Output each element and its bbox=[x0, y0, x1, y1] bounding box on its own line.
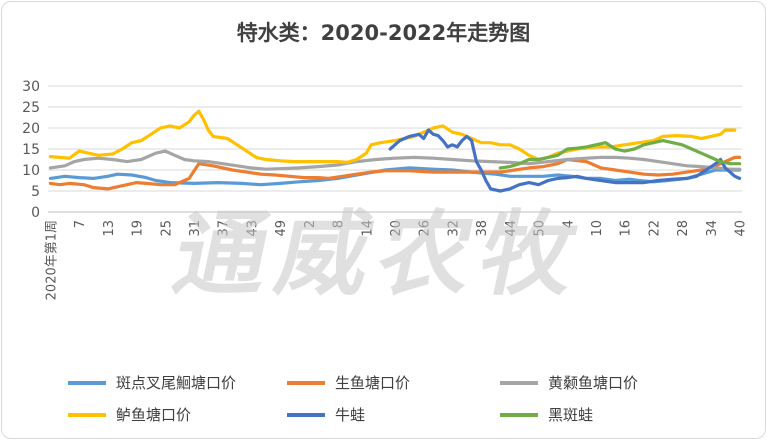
watermark: 通威农牧 bbox=[164, 201, 596, 308]
x-tick-label: 10 bbox=[590, 220, 605, 237]
legend-item: 生鱼塘口价 bbox=[287, 372, 410, 393]
y-tick-label: 0 bbox=[31, 205, 40, 221]
legend-label: 牛蛙 bbox=[335, 406, 366, 424]
series-line bbox=[498, 139, 742, 170]
y-tick-label: 25 bbox=[22, 100, 40, 116]
y-tick-label: 15 bbox=[22, 142, 40, 158]
x-tick-label: 4 bbox=[561, 220, 576, 228]
x-tick-label: 37 bbox=[217, 220, 232, 237]
legend-item: 黄颡鱼塘口价 bbox=[500, 372, 638, 393]
x-tick-label: 28 bbox=[676, 220, 691, 237]
x-tick-label: 44 bbox=[504, 220, 519, 237]
x-tick-label: 7 bbox=[73, 220, 88, 228]
x-tick-label: 32 bbox=[446, 220, 461, 237]
x-tick-label: 8 bbox=[332, 220, 347, 228]
y-tick-label: 20 bbox=[22, 121, 40, 137]
legend-swatch bbox=[287, 380, 325, 385]
x-tick-label: 31 bbox=[188, 220, 203, 237]
legend-item: 牛蛙 bbox=[287, 404, 365, 425]
x-tick-label: 49 bbox=[274, 220, 289, 237]
y-tick-label: 10 bbox=[22, 163, 40, 179]
legend-swatch bbox=[68, 412, 106, 417]
x-tick-label: 50 bbox=[533, 220, 548, 237]
series-line bbox=[48, 149, 742, 171]
series-line bbox=[48, 109, 737, 164]
legend-item: 斑点叉尾鮰塘口价 bbox=[68, 372, 236, 393]
y-tick-label: 30 bbox=[22, 79, 40, 95]
x-tick-label: 34 bbox=[705, 220, 720, 237]
legend-item: 黑斑蛙 bbox=[500, 404, 593, 425]
x-tick-label: 43 bbox=[245, 220, 260, 237]
series-line bbox=[388, 128, 742, 193]
x-tick-label: 14 bbox=[360, 220, 375, 237]
legend-label: 黑斑蛙 bbox=[548, 406, 594, 424]
x-tick-label: 2 bbox=[303, 220, 318, 228]
legend-swatch bbox=[68, 380, 106, 385]
y-tick-label: 5 bbox=[31, 184, 40, 200]
legend-swatch bbox=[500, 412, 538, 417]
series-line bbox=[48, 166, 742, 187]
series-line bbox=[48, 155, 742, 191]
legend-item: 鲈鱼塘口价 bbox=[68, 404, 191, 425]
x-tick-label: 40 bbox=[734, 220, 749, 237]
x-tick-label: 26 bbox=[418, 220, 433, 237]
x-tick-label: 19 bbox=[131, 220, 146, 237]
legend-swatch bbox=[287, 412, 325, 417]
x-tick-label: 38 bbox=[475, 220, 490, 237]
x-tick-label: 22 bbox=[647, 220, 662, 237]
legend-label: 斑点叉尾鮰塘口价 bbox=[116, 374, 237, 392]
chart-title: 特水类：2020-2022年走势图 bbox=[236, 21, 531, 45]
x-tick-label: 2020年第1周 bbox=[44, 220, 59, 300]
legend-label: 鲈鱼塘口价 bbox=[116, 406, 192, 424]
legend-label: 黄颡鱼塘口价 bbox=[548, 374, 639, 392]
x-tick-label: 25 bbox=[159, 220, 174, 237]
legend-label: 生鱼塘口价 bbox=[335, 374, 411, 392]
legend-swatch bbox=[500, 380, 538, 385]
x-tick-label: 20 bbox=[389, 220, 404, 237]
x-tick-label: 16 bbox=[619, 220, 634, 237]
x-tick-label: 13 bbox=[102, 220, 117, 237]
